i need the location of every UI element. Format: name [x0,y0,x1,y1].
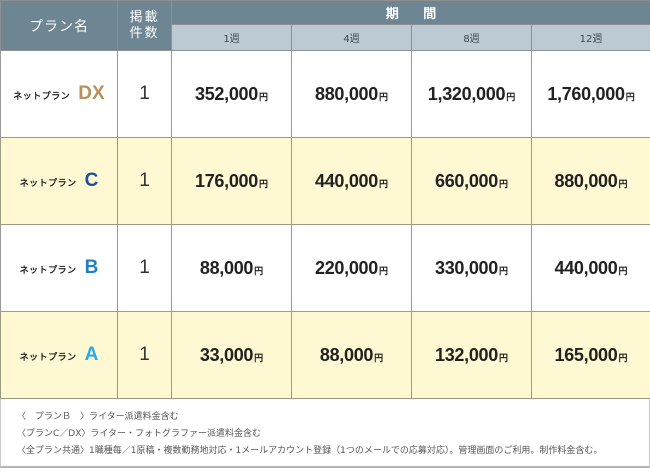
yen-unit: 円 [618,353,628,364]
price-value: 880,000 [315,83,378,104]
note-plan-c-dx: 〈プランC／DX〉ライター・フォトグラファー派遣料金含む [17,429,262,439]
plan-name-cell: ネットプラン C [0,137,118,225]
price-value: 440,000 [315,170,378,191]
table-row-plan-dx: ネットプラン DX 1 352,000円 880,000円 1,320,000円… [0,50,650,138]
price-value: 88,000 [199,257,254,278]
price-value: 132,000 [435,344,498,365]
yen-unit: 円 [254,266,264,277]
price-cell-4w: 220,000円 [291,224,412,312]
plan-letter: DX [78,83,105,104]
price-value: 1,320,000 [427,83,506,104]
price-value: 660,000 [435,170,498,191]
plan-prefix: ネットプラン [19,266,77,276]
header-week-4: 4週 [291,24,412,51]
price-cell-12w: 165,000円 [530,311,650,399]
price-value: 33,000 [199,344,254,365]
header-plan-name: プラン名 [0,0,118,51]
yen-unit: 円 [378,266,388,277]
note-all-plans: 〈全プラン共通〉1職種毎／1原稿・複数勤務地対応・1メールアカウント登録（1つの… [17,446,603,456]
header-week-1: 1週 [171,24,292,51]
price-cell-4w: 88,000円 [291,311,412,399]
plan-letter: A [84,344,99,365]
listing-count: 1 [139,83,150,104]
price-cell-12w: 880,000円 [530,137,650,225]
listing-count: 1 [139,344,150,365]
yen-unit: 円 [625,92,635,103]
plan-letter: B [84,257,99,278]
yen-unit: 円 [374,353,384,364]
plan-name-cell: ネットプラン A [0,311,118,399]
listing-count-cell: 1 [117,224,172,312]
header-period: 期 間 [170,0,650,26]
price-cell-1w: 176,000円 [171,137,292,225]
listing-count-cell: 1 [117,137,172,225]
price-cell-1w: 33,000円 [171,311,292,399]
header-listing-count-line1: 掲載 [129,9,160,25]
plan-notes: 〈 プランＢ 〉ライター派遣料金含む 〈プランC／DX〉ライター・フォトグラファ… [0,399,650,468]
yen-unit: 円 [258,179,268,190]
price-cell-8w: 132,000円 [411,311,532,399]
plan-prefix: ネットプラン [13,92,71,102]
price-cell-8w: 1,320,000円 [411,50,532,138]
yen-unit: 円 [498,353,508,364]
price-value: 176,000 [195,170,258,191]
price-cell-4w: 440,000円 [291,137,412,225]
price-value: 352,000 [195,83,258,104]
plan-name-cell: ネットプラン DX [0,50,118,138]
price-cell-12w: 440,000円 [530,224,650,312]
price-value: 88,000 [319,344,374,365]
yen-unit: 円 [506,92,516,103]
header-listing-count: 掲載 件数 [117,0,172,51]
pricing-table: プラン名 掲載 件数 期 間 1週 4週 8週 12週 ネットプラン [0,0,650,399]
yen-unit: 円 [618,266,628,277]
listing-count: 1 [139,257,150,278]
price-cell-8w: 660,000円 [411,137,532,225]
table-row-plan-a: ネットプラン A 1 33,000円 88,000円 132,000円 165,… [0,311,650,399]
table-row-plan-b: ネットプラン B 1 88,000円 220,000円 330,000円 440… [0,224,650,312]
price-value: 880,000 [554,170,618,191]
yen-unit: 円 [254,353,264,364]
header-listing-count-line2: 件数 [129,25,160,41]
price-value: 220,000 [315,257,378,278]
price-value: 330,000 [435,257,498,278]
table-row-plan-c: ネットプラン C 1 176,000円 440,000円 660,000円 88… [0,137,650,225]
plan-prefix: ネットプラン [19,179,77,189]
yen-unit: 円 [498,179,508,190]
price-value: 1,760,000 [547,83,625,104]
price-cell-1w: 88,000円 [171,224,292,312]
plan-prefix: ネットプラン [19,353,77,363]
yen-unit: 円 [618,179,628,190]
header-week-8: 8週 [411,24,532,51]
price-cell-1w: 352,000円 [171,50,292,138]
price-cell-12w: 1,760,000円 [530,50,650,138]
listing-count: 1 [139,170,150,191]
plan-name-cell: ネットプラン B [0,224,118,312]
listing-count-cell: 1 [117,50,172,138]
yen-unit: 円 [498,266,508,277]
plan-letter: C [84,170,99,191]
price-cell-4w: 880,000円 [291,50,412,138]
price-value: 165,000 [554,344,618,365]
header-week-12: 12週 [530,24,650,51]
price-value: 440,000 [554,257,618,278]
yen-unit: 円 [378,92,388,103]
note-plan-b: 〈 プランＢ 〉ライター派遣料金含む [17,412,179,422]
yen-unit: 円 [378,179,388,190]
yen-unit: 円 [258,92,268,103]
price-cell-8w: 330,000円 [411,224,532,312]
listing-count-cell: 1 [117,311,172,399]
